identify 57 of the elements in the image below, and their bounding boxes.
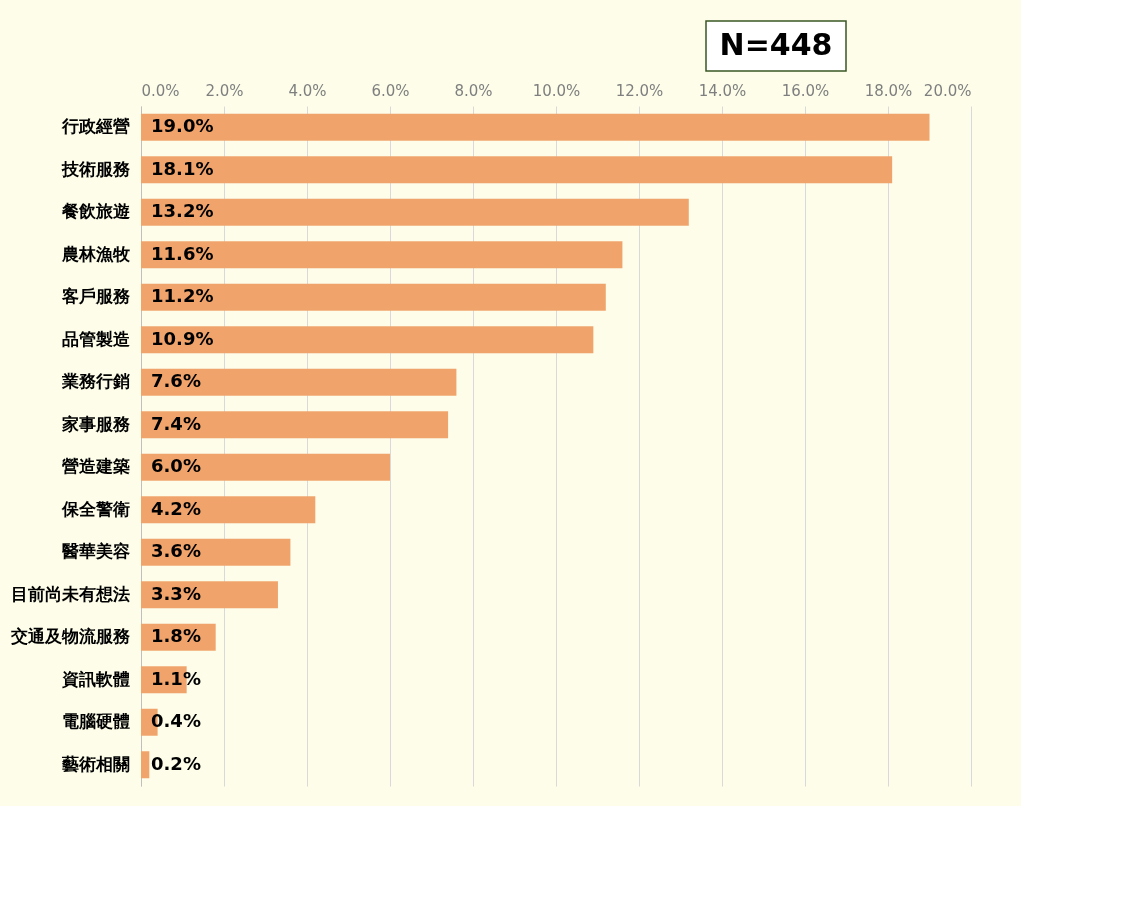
data-label: 7.4%	[151, 412, 201, 434]
y-tick-label: 家事服務	[60, 413, 130, 434]
y-tick-label: 資訊軟體	[60, 668, 130, 689]
bar	[141, 496, 316, 524]
bar	[141, 283, 606, 311]
x-tick-label: 14.0%	[698, 81, 747, 100]
data-label: 10.9%	[151, 327, 214, 349]
y-tick-label: 藝術相關	[60, 753, 130, 774]
bar	[141, 326, 594, 354]
bar	[141, 198, 689, 226]
bar	[141, 581, 278, 609]
data-label: 1.1%	[151, 667, 201, 689]
y-tick-label: 餐飲旅遊	[60, 201, 131, 222]
x-tick-label: 16.0%	[781, 81, 830, 100]
data-label: 3.6%	[151, 540, 201, 562]
y-tick-label: 行政經營	[60, 116, 130, 137]
y-tick-label: 品管製造	[61, 328, 130, 349]
x-tick-label: 20.0%	[923, 81, 972, 100]
bar	[141, 241, 623, 269]
y-tick-label: 醫華美容	[61, 541, 130, 562]
data-label: 4.2%	[151, 497, 201, 519]
data-label: 0.4%	[151, 710, 201, 732]
bar	[141, 411, 449, 439]
data-label: 19.0%	[151, 115, 214, 137]
data-label: 1.8%	[151, 625, 201, 647]
x-tick-label: 8.0%	[454, 81, 493, 100]
y-tick-label: 業務行銷	[60, 371, 130, 392]
data-label: 18.1%	[151, 157, 214, 179]
y-tick-label: 保全警衛	[60, 498, 130, 519]
x-tick-label: 12.0%	[615, 81, 664, 100]
y-tick-label: 營造建築	[61, 456, 130, 477]
data-label: 6.0%	[151, 455, 201, 477]
x-tick-label: 18.0%	[864, 81, 913, 100]
bar	[141, 156, 893, 184]
y-tick-label: 農林漁牧	[60, 243, 131, 264]
data-label: 11.6%	[151, 242, 214, 264]
data-label: 0.2%	[151, 752, 201, 774]
bar	[141, 453, 390, 481]
text: N=448	[719, 27, 833, 62]
x-tick-label: 6.0%	[371, 81, 410, 100]
y-tick-label: 電腦硬體	[61, 711, 130, 732]
y-tick-label: 客戶服務	[60, 286, 130, 307]
bar	[141, 113, 930, 141]
bar	[141, 368, 457, 396]
x-tick-label: 4.0%	[288, 81, 327, 100]
x-tick-label: 0.0%	[141, 81, 180, 100]
bar	[141, 538, 291, 566]
y-tick-label: 交通及物流服務	[9, 626, 130, 647]
data-label: 11.2%	[151, 285, 214, 307]
y-tick-label: 目前尚未有想法	[10, 583, 130, 604]
bar	[141, 751, 150, 779]
x-tick-label: 2.0%	[205, 81, 244, 100]
data-label: 7.6%	[151, 370, 201, 392]
y-tick-label: 技術服務	[60, 158, 130, 179]
data-label: 13.2%	[151, 200, 214, 222]
data-label: 3.3%	[151, 582, 201, 604]
x-tick-label: 10.0%	[532, 81, 581, 100]
